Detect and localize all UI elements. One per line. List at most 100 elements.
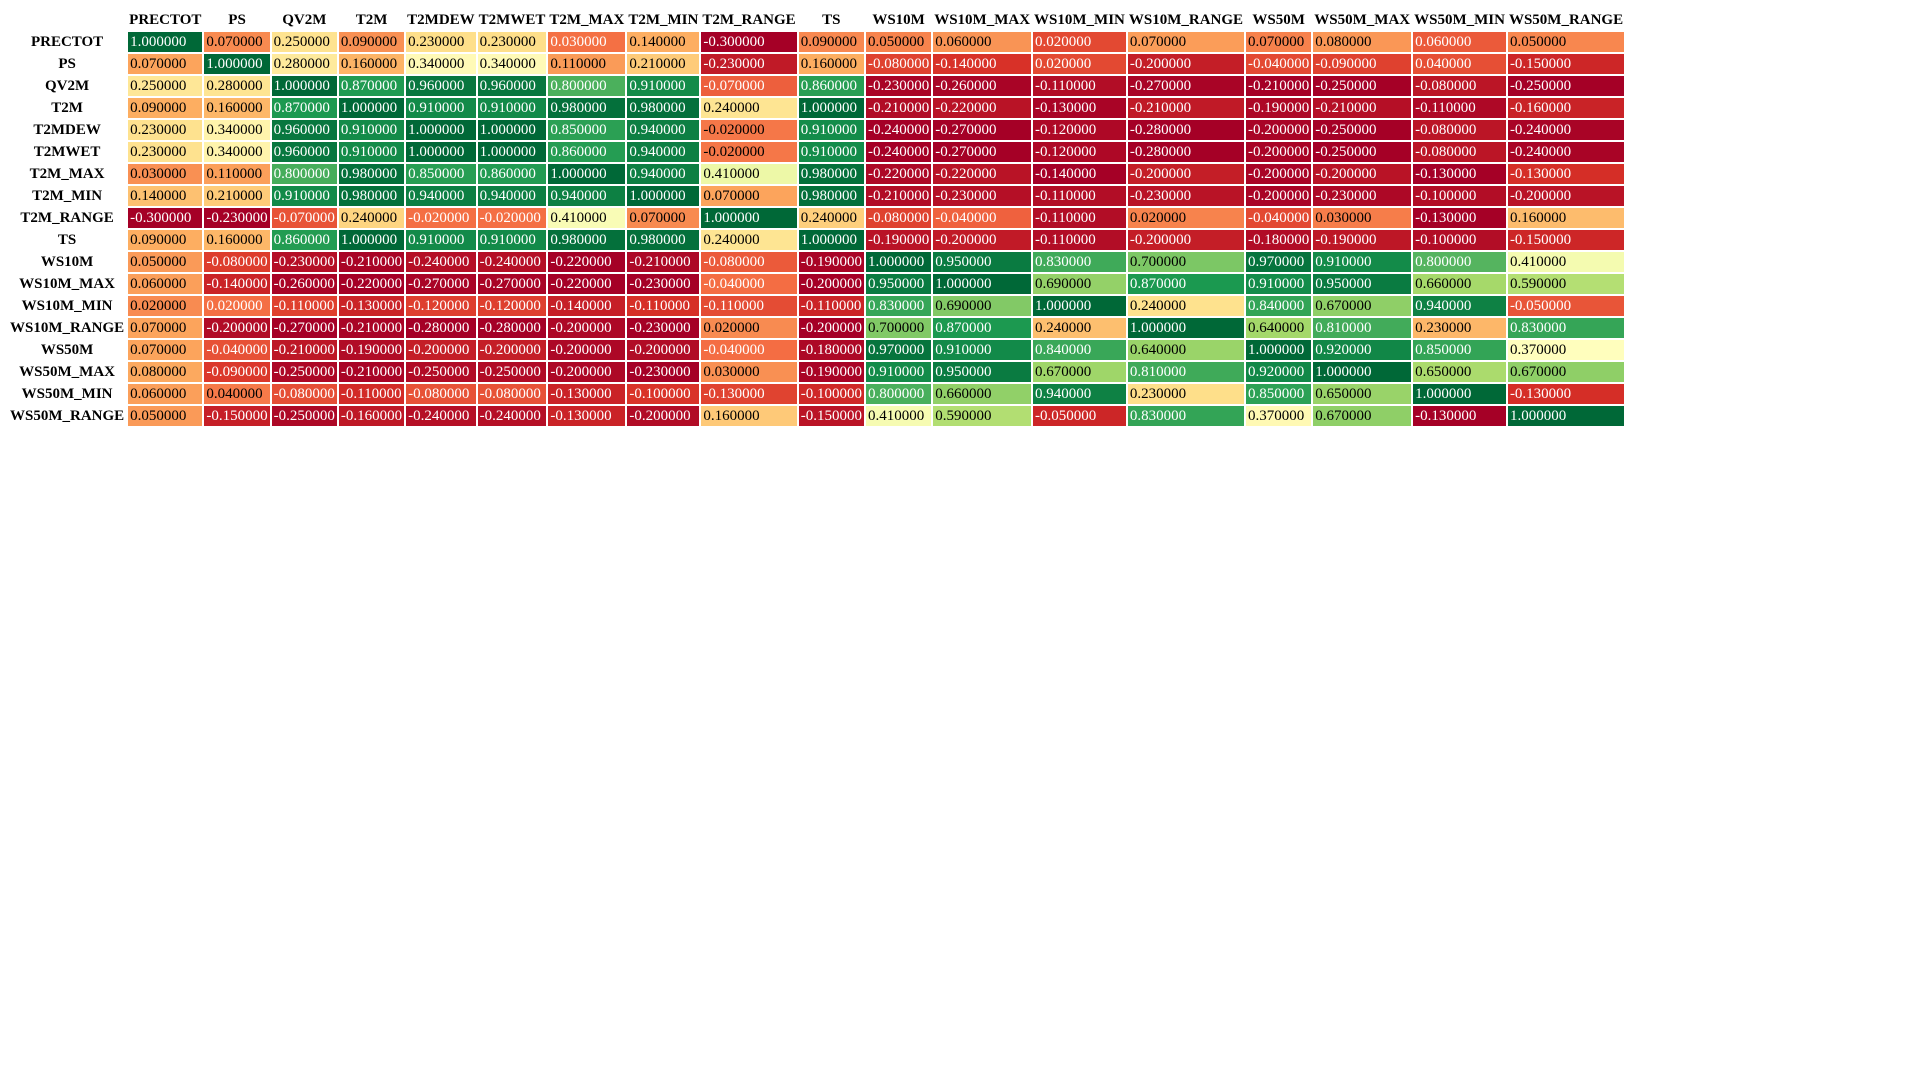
heatmap-cell: 0.040000 bbox=[202, 382, 272, 406]
heatmap-cell: -0.220000 bbox=[931, 162, 1034, 186]
heatmap-cell: -0.160000 bbox=[336, 404, 407, 428]
heatmap-cell: -0.240000 bbox=[404, 404, 478, 428]
heatmap-cell: -0.230000 bbox=[699, 52, 799, 76]
heatmap-cell: 0.960000 bbox=[269, 118, 339, 142]
column-label-ws10m-max: WS10M_MAX bbox=[934, 12, 1031, 28]
column-label-ts: TS bbox=[822, 12, 841, 28]
heatmap-cell: 0.970000 bbox=[863, 338, 934, 362]
heatmap-cell: -0.110000 bbox=[336, 382, 407, 406]
heatmap-cell: 0.030000 bbox=[699, 360, 799, 384]
heatmap-cell: -0.210000 bbox=[269, 338, 339, 362]
heatmap-cell: 1.000000 bbox=[699, 206, 799, 230]
heatmap-cell: 0.650000 bbox=[1411, 360, 1508, 384]
heatmap-cell: 0.020000 bbox=[1031, 30, 1128, 54]
heatmap-cell: 0.050000 bbox=[126, 250, 205, 274]
heatmap-cell: 0.910000 bbox=[404, 96, 478, 120]
heatmap-cell: -0.200000 bbox=[202, 316, 272, 340]
heatmap-cell: 0.910000 bbox=[1311, 250, 1414, 274]
heatmap-cell: -0.200000 bbox=[1125, 52, 1247, 76]
heatmap-cell: 1.000000 bbox=[269, 74, 339, 98]
heatmap-cell: 1.000000 bbox=[404, 118, 478, 142]
heatmap-cell: 0.700000 bbox=[863, 316, 934, 340]
heatmap-cell: -0.210000 bbox=[336, 316, 407, 340]
heatmap-cell: 0.670000 bbox=[1505, 360, 1627, 384]
row-label-t2m: T2M bbox=[51, 100, 83, 116]
column-label-t2mwet: T2MWET bbox=[478, 12, 546, 28]
heatmap-body: PRECTOT 1.000000 0.070000 0.250000 0.090000 0… bbox=[8, 30, 1627, 428]
heatmap-cell: 0.860000 bbox=[546, 140, 628, 164]
heatmap-cell: -0.220000 bbox=[336, 272, 407, 296]
heatmap-cell: 0.920000 bbox=[1244, 360, 1314, 384]
heatmap-row: WS50M 0.070000 -0.040000 -0.210000 -0.190000… bbox=[8, 338, 1627, 362]
heatmap-cell: 0.980000 bbox=[625, 96, 702, 120]
heatmap-cell: 0.410000 bbox=[863, 404, 934, 428]
heatmap-cell: -0.040000 bbox=[931, 206, 1034, 230]
heatmap-cell: -0.200000 bbox=[625, 338, 702, 362]
heatmap-cell: 0.070000 bbox=[1125, 30, 1247, 54]
heatmap-cell: -0.210000 bbox=[1244, 74, 1314, 98]
column-header-row: PRECTOT PS QV2M T2M T2MDEW T2MWET T2M_MAX T2M_M… bbox=[8, 8, 1625, 31]
heatmap-cell: 1.000000 bbox=[126, 30, 205, 54]
heatmap-cell: -0.230000 bbox=[1311, 184, 1414, 208]
heatmap-cell: 0.140000 bbox=[625, 30, 702, 54]
column-label-ws50m: WS50M bbox=[1252, 12, 1305, 28]
heatmap-cell: 0.160000 bbox=[1505, 206, 1627, 230]
heatmap-row: T2MDEW 0.230000 0.340000 0.960000 0.910000 1.… bbox=[8, 118, 1627, 142]
heatmap-cell: 1.000000 bbox=[931, 272, 1034, 296]
heatmap-cell: 0.340000 bbox=[202, 140, 272, 164]
heatmap-cell: -0.220000 bbox=[931, 96, 1034, 120]
heatmap-cell: -0.100000 bbox=[1411, 228, 1508, 252]
heatmap-cell: 0.340000 bbox=[475, 52, 549, 76]
heatmap-cell: 0.850000 bbox=[1411, 338, 1508, 362]
heatmap-cell: 0.070000 bbox=[699, 184, 799, 208]
heatmap-table: PRECTOT PS QV2M T2M T2MDEW T2MWET T2M_MAX T2M_M… bbox=[8, 8, 1627, 428]
row-label-ws50m: WS50M bbox=[40, 342, 94, 358]
heatmap-cell: -0.270000 bbox=[931, 140, 1034, 164]
heatmap-cell: 1.000000 bbox=[404, 140, 478, 164]
heatmap-cell: 0.970000 bbox=[1244, 250, 1314, 274]
heatmap-cell: 0.240000 bbox=[699, 96, 799, 120]
heatmap-cell: 1.000000 bbox=[202, 52, 272, 76]
heatmap-cell: 0.060000 bbox=[126, 272, 205, 296]
heatmap-cell: 0.660000 bbox=[1411, 272, 1508, 296]
row-label-ws10m: WS10M bbox=[40, 254, 94, 270]
heatmap-cell: -0.040000 bbox=[699, 272, 799, 296]
heatmap-cell: 0.110000 bbox=[546, 52, 628, 76]
heatmap-cell: 0.670000 bbox=[1031, 360, 1128, 384]
heatmap-cell: 0.370000 bbox=[1244, 404, 1314, 428]
heatmap-cell: -0.230000 bbox=[625, 316, 702, 340]
heatmap-cell: 0.800000 bbox=[546, 74, 628, 98]
heatmap-cell: -0.090000 bbox=[1311, 52, 1414, 76]
heatmap-cell: 0.940000 bbox=[625, 140, 702, 164]
heatmap-cell: 0.940000 bbox=[475, 184, 549, 208]
column-label-ws10m-range: WS10M_RANGE bbox=[1128, 12, 1244, 28]
heatmap-row: WS10M 0.050000 -0.080000 -0.230000 -0.210000… bbox=[8, 250, 1627, 274]
heatmap-cell: -0.050000 bbox=[1505, 294, 1627, 318]
heatmap-cell: 0.910000 bbox=[475, 96, 549, 120]
heatmap-cell: 0.860000 bbox=[796, 74, 866, 98]
heatmap-row: T2M 0.090000 0.160000 0.870000 1.000000 0.910… bbox=[8, 96, 1627, 120]
heatmap-cell: 0.160000 bbox=[202, 228, 272, 252]
heatmap-cell: 0.090000 bbox=[796, 30, 866, 54]
heatmap-cell: -0.100000 bbox=[796, 382, 866, 406]
heatmap-cell: -0.250000 bbox=[1311, 74, 1414, 98]
heatmap-cell: 0.230000 bbox=[126, 118, 205, 142]
correlation-heatmap: PRECTOT PS QV2M T2M T2MDEW T2MWET T2M_MAX T2M_M… bbox=[8, 8, 1627, 428]
column-label-t2m-min: T2M_MIN bbox=[628, 12, 699, 28]
heatmap-cell: -0.080000 bbox=[699, 250, 799, 274]
heatmap-row: WS10M_RANGE 0.070000 -0.200000 -0.270000 -0.… bbox=[8, 316, 1627, 340]
row-label-ws10m-min: WS10M_MIN bbox=[21, 298, 113, 314]
heatmap-cell: 0.060000 bbox=[931, 30, 1034, 54]
heatmap-cell: -0.110000 bbox=[1031, 184, 1128, 208]
column-label-ws50m-max: WS50M_MAX bbox=[1314, 12, 1411, 28]
heatmap-cell: -0.240000 bbox=[863, 118, 934, 142]
heatmap-cell: -0.210000 bbox=[1125, 96, 1247, 120]
heatmap-cell: -0.160000 bbox=[1505, 96, 1627, 120]
heatmap-cell: -0.130000 bbox=[1031, 96, 1128, 120]
heatmap-cell: 0.870000 bbox=[336, 74, 407, 98]
column-header-group: PRECTOT PS QV2M T2M T2MDEW T2MWET T2M_MAX T2M_M… bbox=[8, 8, 1625, 31]
heatmap-row: T2M_MIN 0.140000 0.210000 0.910000 0.980000 0… bbox=[8, 184, 1627, 208]
heatmap-cell: 0.870000 bbox=[1125, 272, 1247, 296]
heatmap-cell: 0.240000 bbox=[796, 206, 866, 230]
heatmap-cell: -0.200000 bbox=[1125, 228, 1247, 252]
